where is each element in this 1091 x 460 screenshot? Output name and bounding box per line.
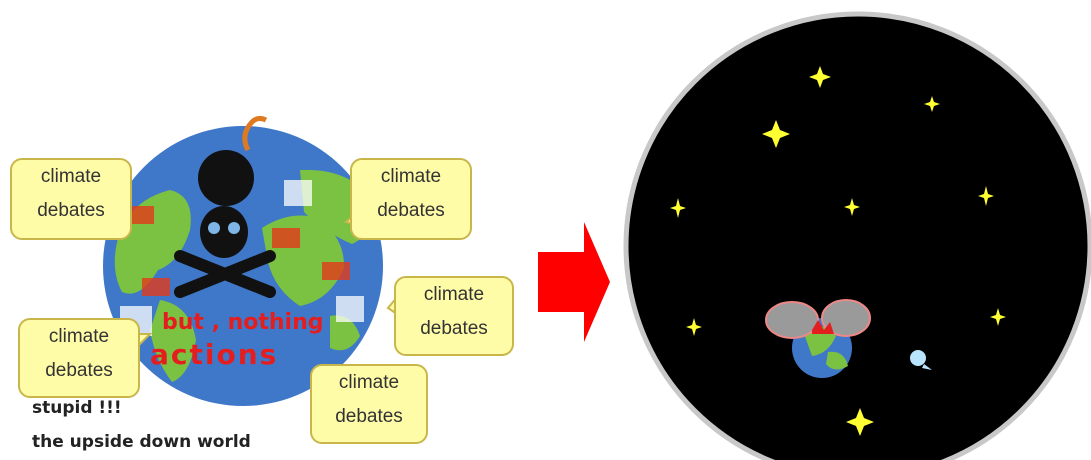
speech-bubble: climate debates (18, 318, 140, 398)
continent-south-america (150, 300, 196, 382)
star-icon (809, 66, 831, 88)
bubble-line1: climate (40, 166, 102, 187)
bubble-line2: debates (420, 318, 488, 339)
bubble-line2: debates (335, 406, 403, 427)
space-circle (623, 11, 1091, 460)
skull-crossbones-icon (174, 206, 276, 298)
star-icon (846, 408, 874, 436)
star-icon (762, 120, 790, 148)
globe-text-line2: actions (150, 338, 278, 371)
stars (670, 66, 1006, 436)
right-arrow-icon (538, 222, 610, 342)
bubble-line1: climate (338, 372, 400, 393)
smoke-cloud-right (821, 299, 871, 337)
space-scene (623, 11, 1091, 460)
globe-illustration: but , nothing actions (103, 115, 402, 406)
caption-stupid: stupid !!! (32, 398, 122, 418)
satellite-icon (910, 350, 932, 370)
bomb-icon (198, 150, 254, 206)
bubble-line2: debates (45, 360, 113, 381)
star-icon (686, 318, 702, 336)
bubble-line1: climate (380, 166, 442, 187)
bubble-line1: climate (48, 326, 110, 347)
star-icon (978, 186, 994, 206)
ice-marks (120, 180, 364, 336)
star-icon (990, 308, 1006, 326)
bomb-fuse (242, 115, 268, 152)
caption-upside-down-world: the upside down world (32, 432, 251, 452)
continent-australia (330, 315, 360, 351)
bubble-line1: climate (423, 284, 485, 305)
speech-bubble: climate debates (350, 158, 472, 240)
smoke-cloud-left (765, 301, 819, 339)
speech-bubble: climate debates (394, 276, 514, 356)
bubble-line2: debates (377, 200, 445, 221)
left-illustration: but , nothing actions climate debates cl… (0, 0, 520, 460)
bubble-line2: debates (37, 200, 105, 221)
star-icon (924, 96, 940, 112)
speech-bubble: climate debates (10, 158, 132, 240)
star-icon (670, 198, 686, 218)
star-icon (844, 198, 860, 216)
speech-bubble: climate debates (310, 364, 428, 444)
globe-text-line1: but , nothing (162, 310, 324, 335)
burning-earth (765, 299, 871, 378)
